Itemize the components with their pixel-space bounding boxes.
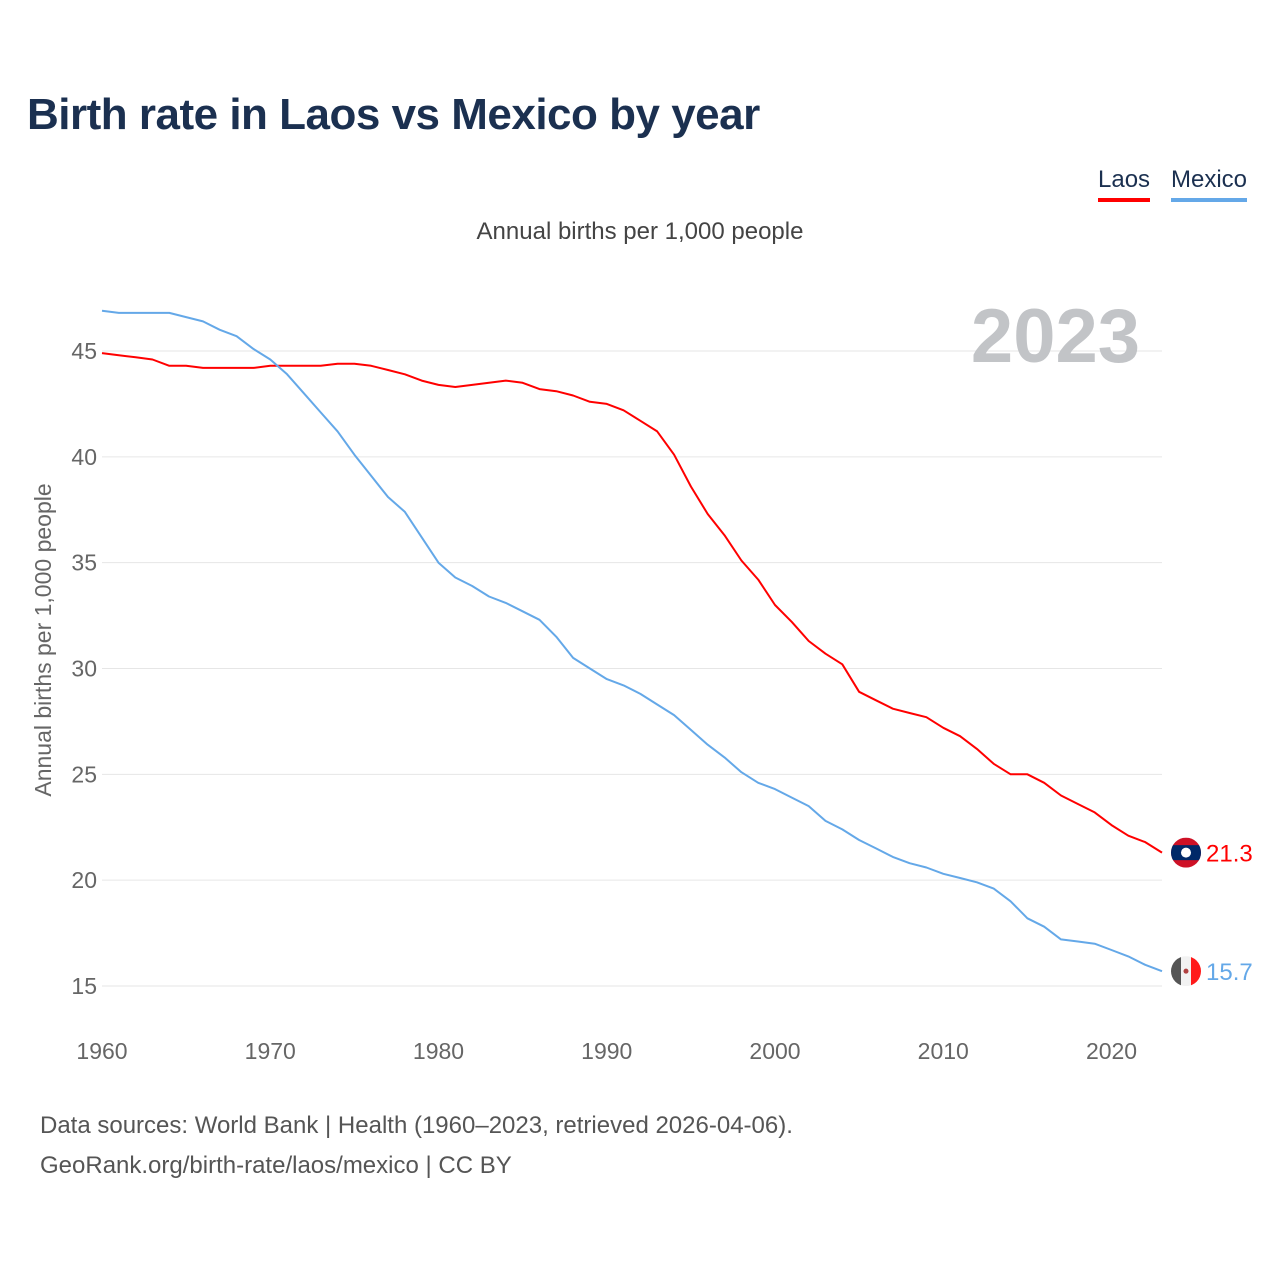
y-axis-ticks: 15 20 25 30 35 40 45: [71, 338, 97, 999]
y-tick-label: 20: [71, 867, 97, 893]
series-end-markers: 21.3 15.7: [1171, 837, 1253, 987]
source-link[interactable]: GeoRank.org/birth-rate/laos/mexico | CC …: [40, 1152, 512, 1179]
x-tick-label: 1980: [413, 1038, 464, 1064]
x-tick-label: 1970: [245, 1038, 296, 1064]
legend-item-mexico[interactable]: Mexico: [1171, 166, 1248, 202]
y-tick-label: 30: [71, 656, 97, 682]
chart-title: Birth rate in Laos vs Mexico by year: [27, 90, 760, 139]
series-lines: [101, 309, 1163, 973]
y-axis-label: Annual births per 1,000 people: [30, 483, 56, 796]
series-line-mexico: [101, 309, 1163, 973]
chart-subtitle: Annual births per 1,000 people: [476, 218, 804, 245]
laos-flag-icon: [1171, 837, 1201, 868]
x-tick-label: 2000: [749, 1038, 800, 1064]
y-tick-label: 35: [71, 550, 97, 576]
series-line-laos: [101, 352, 1163, 854]
data-source: Data sources: World Bank | Health (1960–…: [40, 1112, 793, 1139]
legend-item-laos[interactable]: Laos: [1098, 166, 1151, 202]
end-value-label-laos: 21.3: [1206, 841, 1253, 868]
year-watermark: 2023: [971, 294, 1140, 379]
y-tick-label: 45: [71, 338, 97, 364]
end-value-label-mexico: 15.7: [1206, 959, 1253, 986]
x-tick-label: 1960: [76, 1038, 127, 1064]
y-tick-label: 40: [71, 444, 97, 470]
line-chart: 2023 15 20 25 30 35 40 45 1960 1970 1980 1990 2000…: [30, 294, 1253, 1064]
x-tick-label: 2020: [1086, 1038, 1137, 1064]
gridlines: [102, 350, 1162, 987]
x-axis-ticks: 1960 1970 1980 1990 2000 2010 2020: [76, 1038, 1137, 1064]
footer: Data sources: World Bank | Health (1960–…: [40, 1106, 793, 1186]
x-tick-label: 1990: [581, 1038, 632, 1064]
y-tick-label: 15: [71, 973, 97, 999]
x-tick-label: 2010: [918, 1038, 969, 1064]
mexico-flag-icon: [1171, 956, 1201, 987]
y-tick-label: 25: [71, 761, 97, 787]
